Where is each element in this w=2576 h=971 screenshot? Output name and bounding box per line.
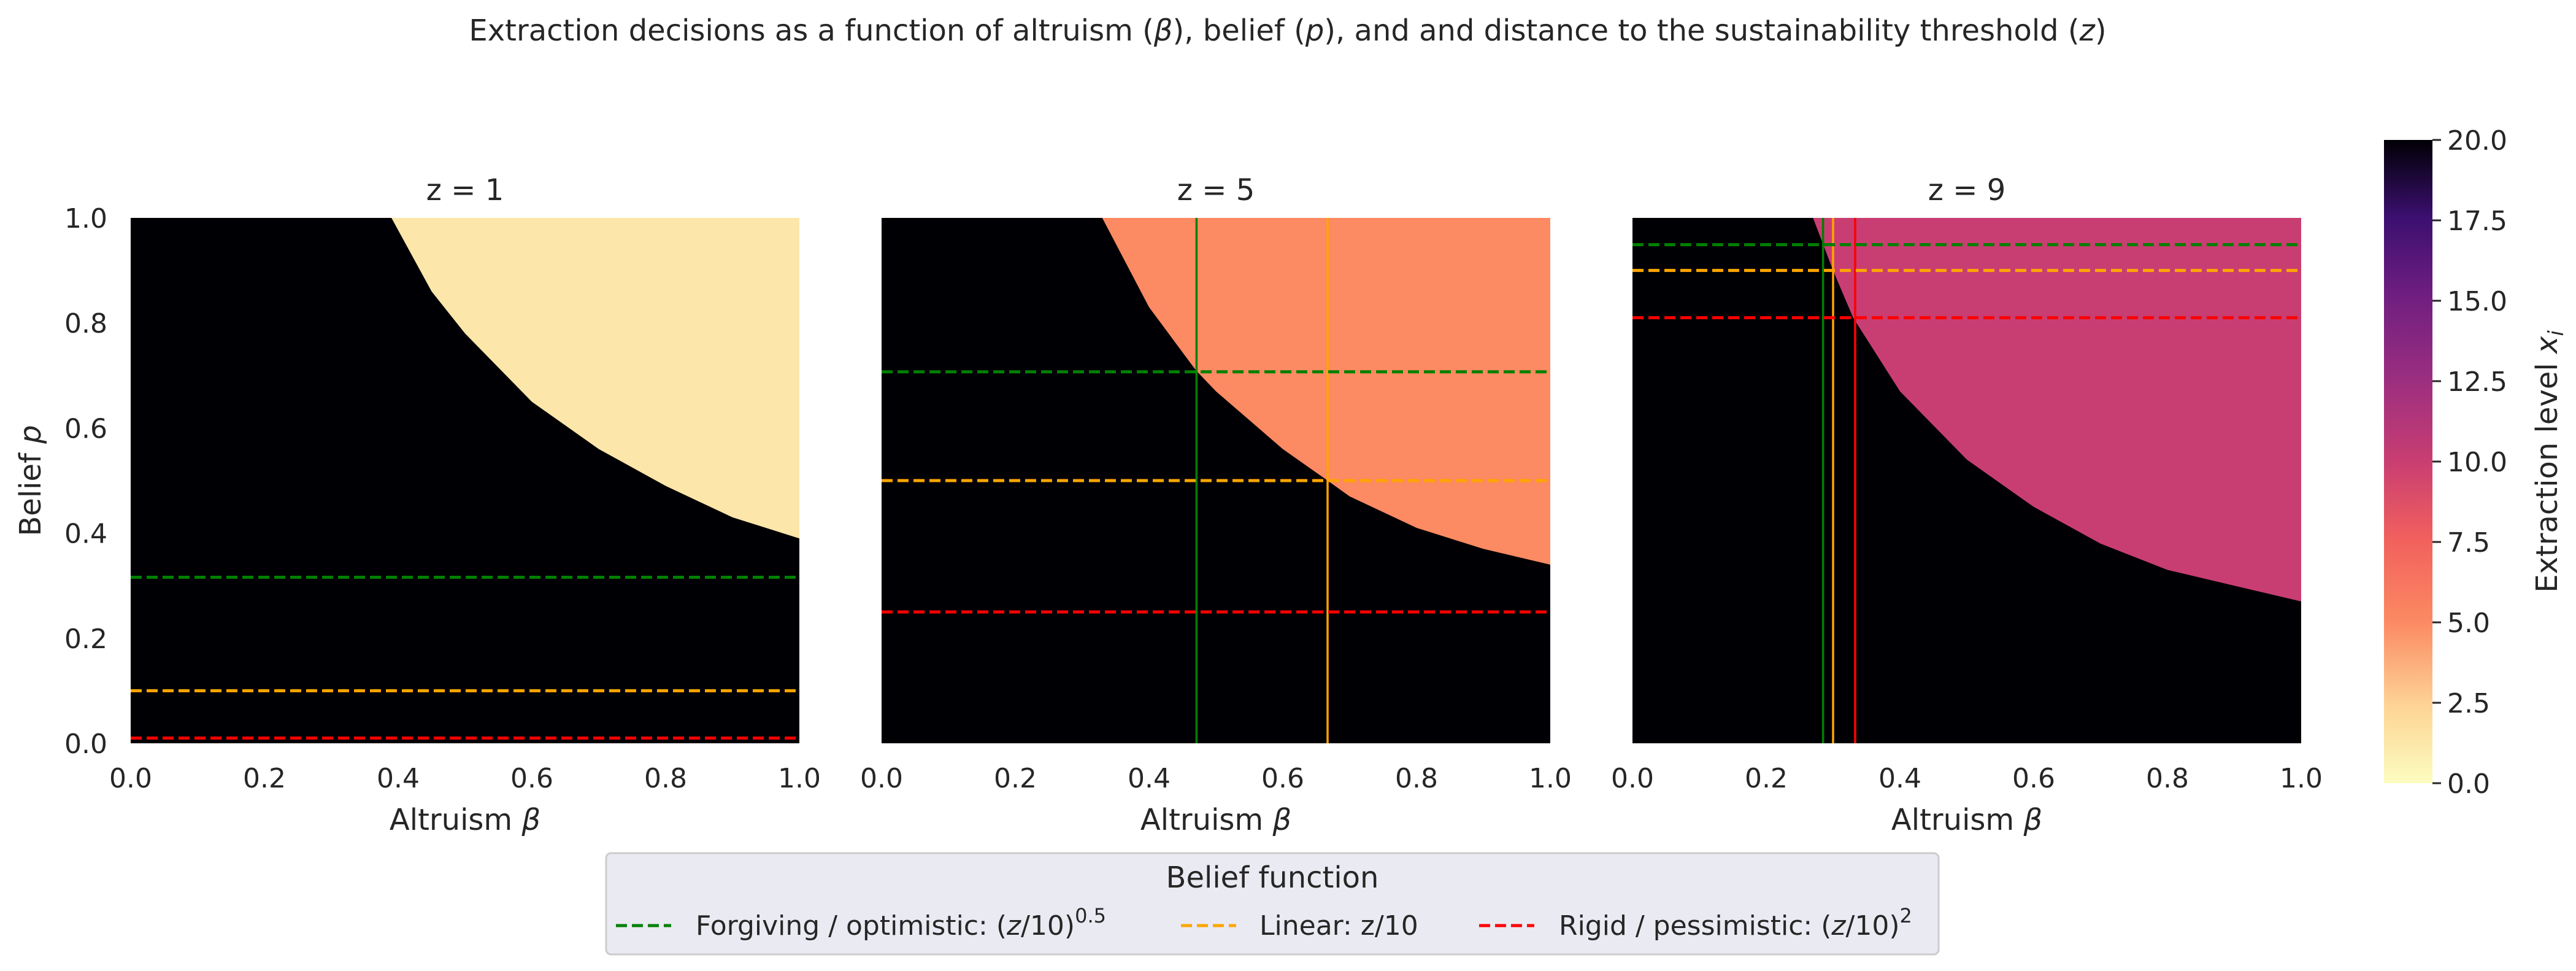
x-tick-label: 0.2 <box>1745 763 1788 794</box>
x-tick-label: 0.2 <box>243 763 286 794</box>
extraction-low-region <box>1813 218 2301 602</box>
x-tick-label: 0.6 <box>2012 763 2055 794</box>
figure-suptitle: Extraction decisions as a function of al… <box>469 14 2106 48</box>
colorbar-tick-label: 2.5 <box>2447 688 2490 719</box>
legend-title: Belief function <box>1166 861 1379 895</box>
legend-box <box>605 852 1940 956</box>
heatmap-area <box>131 218 799 743</box>
panel-title: z = 9 <box>1928 173 2005 207</box>
colorbar-gradient <box>2384 140 2432 783</box>
legend-entry-pessimistic: Rigid / pessimistic: (z/10)2 <box>1559 904 1912 942</box>
colorbar-label: Extraction level xi <box>2530 330 2569 593</box>
x-tick-label: 0.8 <box>644 763 687 794</box>
colorbar-tick-label: 20.0 <box>2447 125 2507 157</box>
x-tick-label: 0.6 <box>1261 763 1304 794</box>
x-tick-label: 1.0 <box>778 763 821 794</box>
colorbar-tick-label: 0.0 <box>2447 768 2490 800</box>
legend: Belief function Forgiving / optimistic: … <box>605 852 1940 956</box>
x-tick-label: 1.0 <box>1529 763 1572 794</box>
y-tick-label: 0.8 <box>64 308 107 339</box>
x-tick-label: 0.6 <box>510 763 553 794</box>
heatmap-area <box>882 218 1550 743</box>
x-tick-label: 0.0 <box>860 763 903 794</box>
x-tick-label: 0.8 <box>1395 763 1438 794</box>
y-tick-label: 0.6 <box>64 413 107 444</box>
colorbar-tick-label: 10.0 <box>2447 447 2507 478</box>
colorbar-tick-label: 7.5 <box>2447 527 2490 559</box>
y-tick-label: 0.0 <box>64 729 107 760</box>
heatmap-panel-z9: z = 9 0.0 0.2 0.4 0.6 0.8 1.0 Altruism β <box>1611 173 2323 837</box>
y-tick-labels: 0.0 0.2 0.4 0.6 0.8 1.0 <box>64 203 107 760</box>
colorbar: 0.0 2.5 5.0 7.5 10.0 12.5 15.0 17.5 20.0 Extract… <box>2384 125 2569 800</box>
x-tick-labels: 0.0 0.2 0.4 0.6 0.8 1.0 <box>109 763 821 794</box>
x-tick-label: 0.4 <box>1128 763 1171 794</box>
colorbar-tick-label: 12.5 <box>2447 366 2507 398</box>
x-tick-label: 1.0 <box>2280 763 2323 794</box>
y-axis-label: Belief p <box>13 425 48 536</box>
extraction-low-region <box>391 218 799 539</box>
x-axis-label: Altruism β <box>1891 803 2042 837</box>
x-axis-label: Altruism β <box>1140 803 1291 837</box>
colorbar-ticks: 0.0 2.5 5.0 7.5 10.0 12.5 15.0 17.5 20.0 <box>2432 125 2507 800</box>
colorbar-tick-label: 17.5 <box>2447 206 2507 237</box>
x-tick-labels: 0.0 0.2 0.4 0.6 0.8 1.0 <box>860 763 1572 794</box>
x-tick-label: 0.8 <box>2146 763 2189 794</box>
panel-title: z = 1 <box>426 173 504 207</box>
x-tick-labels: 0.0 0.2 0.4 0.6 0.8 1.0 <box>1611 763 2323 794</box>
colorbar-tick-label: 15.0 <box>2447 286 2507 317</box>
legend-entry-optimistic: Forgiving / optimistic: (z/10)0.5 <box>696 904 1106 942</box>
heatmap-panel-z5: z = 5 0.0 0.2 0.4 0.6 0.8 1.0 Altruism β <box>860 173 1572 837</box>
heatmap-area <box>1632 218 2301 743</box>
heatmap-panel-z1: z = 1 0.0 0.2 0.4 0.6 0.8 1.0 0.0 0.2 0.4 0.6 0.8… <box>13 173 821 837</box>
y-tick-label: 1.0 <box>64 203 107 234</box>
x-tick-label: 0.0 <box>1611 763 1654 794</box>
y-tick-label: 0.2 <box>64 624 107 655</box>
x-axis-label: Altruism β <box>390 803 540 837</box>
colorbar-tick-label: 5.0 <box>2447 608 2490 639</box>
x-tick-label: 0.0 <box>109 763 152 794</box>
panel-title: z = 5 <box>1177 173 1255 207</box>
y-tick-label: 0.4 <box>64 519 107 550</box>
x-tick-label: 0.4 <box>1878 763 1921 794</box>
extraction-low-region <box>1102 218 1550 565</box>
legend-entry-linear: Linear: z/10 <box>1259 910 1418 942</box>
x-tick-label: 0.2 <box>994 763 1037 794</box>
x-tick-label: 0.4 <box>377 763 420 794</box>
